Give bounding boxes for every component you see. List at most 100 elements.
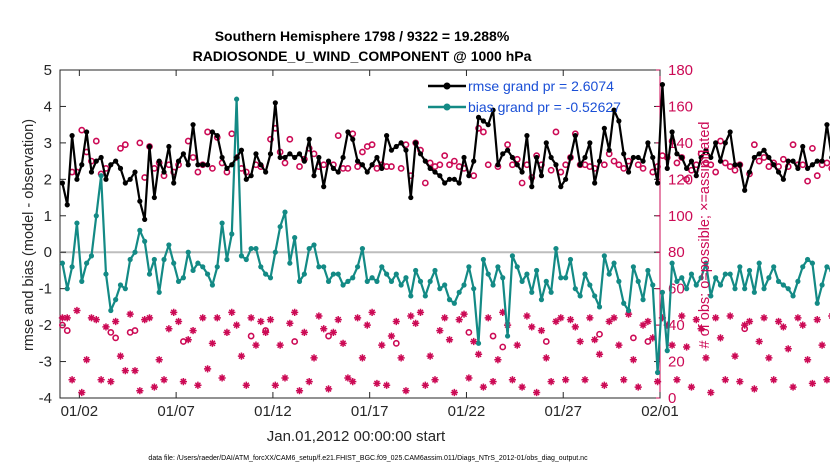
obs-assimilated-marker: [271, 381, 279, 389]
rmse-marker: [824, 122, 830, 128]
rmse-marker: [529, 184, 535, 190]
rmse-marker: [350, 136, 356, 142]
obs-possible-marker: [547, 166, 555, 174]
obs-possible-marker: [731, 166, 739, 174]
bias-marker: [717, 282, 724, 288]
rmse-marker: [248, 173, 254, 179]
rmse-marker: [108, 162, 114, 168]
bias-marker: [335, 271, 341, 277]
obs-assimilated-marker: [779, 323, 787, 331]
obs-possible-marker: [629, 334, 637, 342]
rmse-marker: [311, 173, 317, 179]
obs-assimilated-marker: [528, 323, 536, 331]
bias-marker: [234, 96, 240, 102]
rmse-marker: [427, 165, 433, 171]
bias-marker: [688, 271, 695, 277]
obs-assimilated-marker: [755, 337, 763, 346]
obs-assimilated-marker: [600, 381, 608, 389]
y-tick-label-right: 160: [668, 98, 693, 115]
obs-assimilated-marker: [750, 385, 758, 393]
obs-possible-marker: [209, 164, 216, 172]
bias-line: [61, 98, 830, 374]
rmse-marker: [466, 173, 472, 179]
obs-assimilated-marker: [112, 317, 120, 326]
rmse-marker: [117, 165, 124, 171]
bias-marker: [330, 271, 336, 277]
bias-marker: [98, 173, 104, 179]
rmse-marker: [287, 151, 293, 157]
obs-assimilated-marker: [189, 326, 197, 335]
obs-possible-marker: [760, 154, 768, 161]
y-tick-label-right: 180: [668, 62, 693, 79]
bias-marker: [640, 297, 646, 303]
obs-assimilated-marker: [73, 306, 81, 315]
bias-marker: [146, 271, 153, 277]
rmse-marker: [567, 154, 574, 161]
bias-marker: [684, 286, 690, 292]
bias-marker: [258, 264, 264, 270]
obs-assimilated-marker: [170, 308, 178, 316]
rmse-marker: [538, 173, 545, 179]
bias-marker: [771, 264, 777, 270]
bias-marker: [79, 278, 85, 284]
y-tick-label-right: 100: [668, 208, 693, 225]
obs-possible-marker: [354, 163, 361, 170]
rmse-marker: [577, 162, 583, 168]
bias-marker: [490, 282, 496, 288]
chart-subtitle: RADIOSONDE_U_WIND_COMPONENT @ 1000 hPa: [193, 48, 532, 64]
obs-assimilated-marker: [320, 325, 328, 333]
obs-assimilated-marker: [63, 314, 71, 322]
rmse-marker: [204, 162, 211, 168]
rmse-marker: [442, 180, 448, 186]
bias-marker: [374, 278, 380, 284]
rmse-marker: [553, 162, 559, 168]
legend-rmse-label: rmse grand pr = 2.6074: [468, 78, 614, 94]
obs-assimilated-marker: [552, 317, 560, 326]
obs-possible-marker: [392, 339, 400, 347]
obs-assimilated-marker: [257, 317, 265, 326]
obs-assimilated-marker: [566, 316, 575, 324]
bias-marker: [325, 278, 332, 284]
y-axis-label-left: rmse and bias (model - observation): [21, 119, 37, 351]
obs-assimilated-marker: [765, 354, 773, 362]
obs-assimilated-marker: [818, 341, 826, 349]
rmse-marker: [654, 180, 661, 186]
bias-marker: [621, 300, 627, 306]
bias-marker: [693, 282, 699, 288]
obs-assimilated-marker: [421, 381, 429, 389]
obs-assimilated-marker: [470, 337, 478, 346]
bias-marker: [553, 245, 559, 252]
bias-marker: [616, 278, 622, 284]
obs-assimilated-marker: [605, 317, 613, 326]
bias-marker: [703, 260, 709, 266]
obs-assimilated-marker: [426, 352, 434, 360]
obs-assimilated-marker: [339, 339, 347, 347]
rmse-marker: [306, 136, 312, 142]
rmse-marker: [195, 162, 201, 168]
obs-assimilated-marker: [363, 321, 371, 329]
rmse-marker: [301, 158, 307, 164]
rmse-marker: [345, 129, 351, 135]
rmse-marker: [785, 158, 791, 164]
obs-assimilated-marker: [247, 314, 255, 322]
bias-marker: [417, 278, 424, 284]
rmse-marker: [59, 180, 66, 186]
obs-possible-marker: [121, 141, 129, 149]
rmse-marker: [756, 151, 762, 157]
y-tick-label-left: 5: [44, 62, 52, 79]
obs-assimilated-marker: [286, 319, 294, 327]
x-tick-label: 01/17: [351, 403, 389, 420]
rmse-marker: [234, 154, 240, 161]
obs-assimilated-marker: [174, 317, 183, 326]
obs-assimilated-marker: [387, 332, 396, 340]
rmse-marker: [238, 147, 245, 153]
rmse-marker: [582, 154, 588, 161]
obs-possible-marker: [804, 177, 811, 185]
rmse-marker: [258, 162, 264, 168]
bias-marker: [306, 245, 312, 252]
bias-marker: [166, 242, 172, 248]
rmse-marker: [253, 151, 259, 157]
rmse-marker: [335, 169, 341, 175]
obs-assimilated-marker: [736, 378, 744, 386]
bias-marker: [243, 256, 249, 263]
